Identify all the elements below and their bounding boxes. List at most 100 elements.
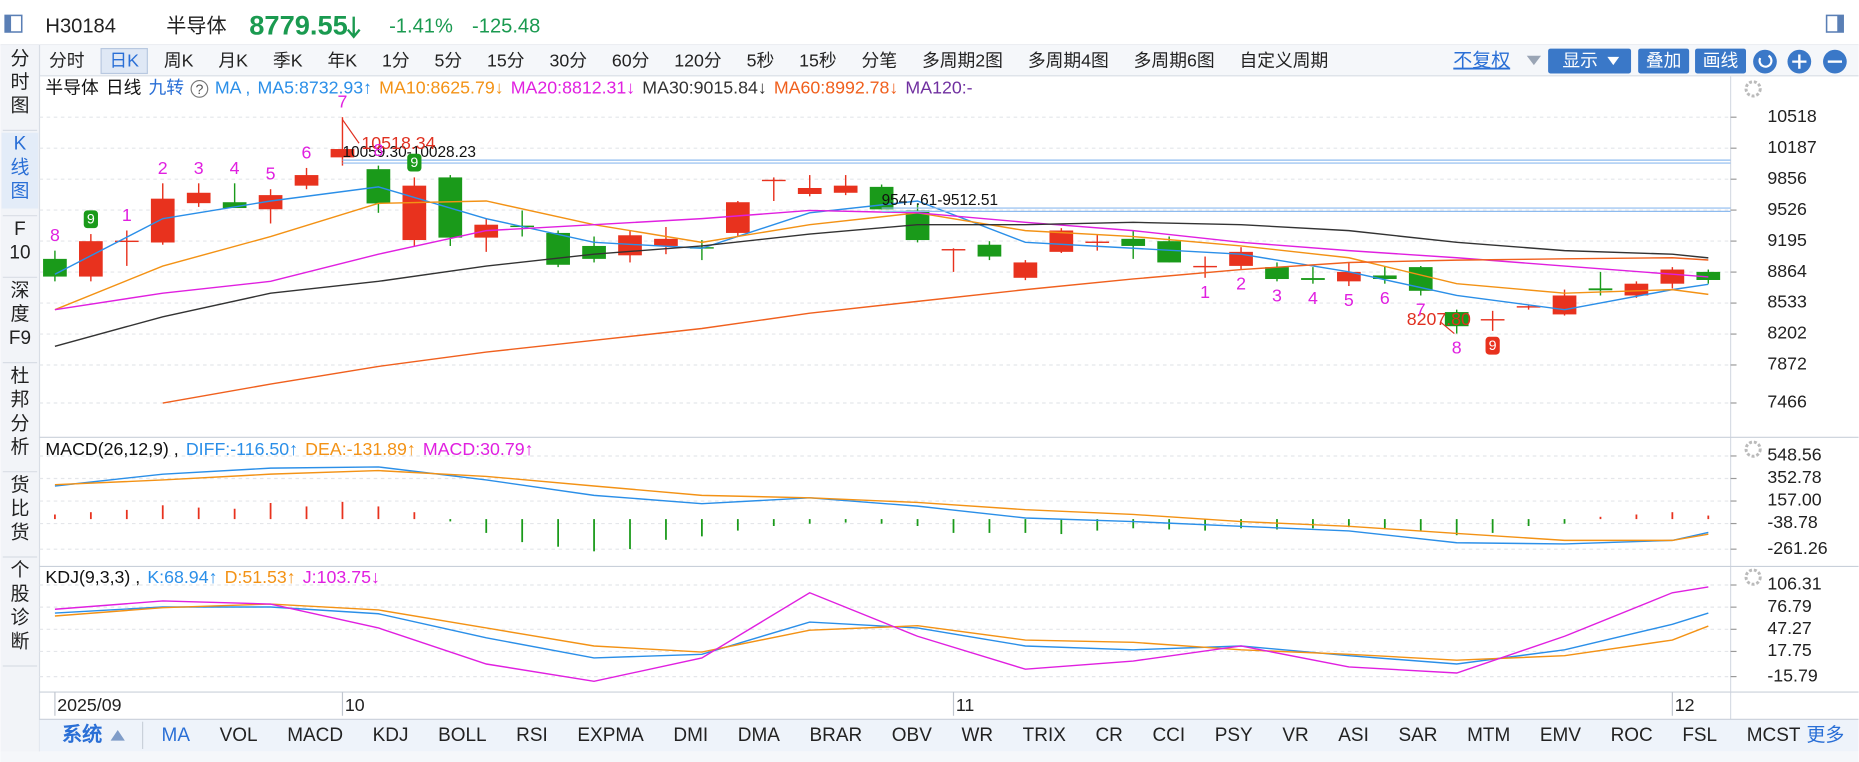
sidebar-item[interactable]: K: [14, 134, 27, 155]
indicator-tab[interactable]: EMV: [1540, 725, 1581, 746]
period-tab[interactable]: 多周期6图: [1134, 50, 1215, 70]
period-tab[interactable]: 周K: [164, 50, 194, 70]
stock-code: H30184: [45, 16, 116, 38]
candle-body: [1624, 283, 1649, 296]
period-tab[interactable]: 自定义周期: [1240, 50, 1329, 70]
legend-item: DIFF:-116.50↑: [186, 439, 298, 459]
indicator-tab[interactable]: CR: [1096, 725, 1123, 746]
nine-turn-label: 3: [1272, 285, 1282, 305]
indicator-tab[interactable]: EXPMA: [577, 725, 644, 746]
status-bar: [0, 751, 1859, 762]
candle-body: [1301, 278, 1325, 280]
settings-icon[interactable]: [1744, 440, 1762, 458]
indicator-tab[interactable]: ASI: [1338, 725, 1369, 746]
y-tick-label: 47.27: [1767, 618, 1811, 638]
period-tab[interactable]: 5秒: [747, 50, 775, 70]
nine-turn-label: 1: [1200, 282, 1210, 302]
more-tab[interactable]: 更多: [1806, 724, 1844, 746]
x-tick-label: 10: [345, 695, 365, 715]
candle-body: [150, 198, 175, 243]
period-tab[interactable]: 月K: [218, 50, 248, 70]
period-tab[interactable]: 分笔: [862, 50, 898, 70]
y-tick-label: 76.79: [1767, 596, 1812, 616]
period-tab[interactable]: 5分: [435, 50, 463, 70]
legend-item: 半导体: [45, 78, 99, 98]
sidebar-item: 深: [10, 280, 29, 302]
settings-icon[interactable]: [1744, 568, 1762, 586]
help-icon[interactable]: [190, 79, 209, 98]
legend-item: MA60:8992.78↓: [774, 78, 898, 98]
period-tab[interactable]: 120分: [674, 50, 722, 70]
down-arrow: [346, 16, 361, 39]
refresh-button[interactable]: [1753, 49, 1777, 74]
period-tab[interactable]: 日K: [109, 50, 139, 70]
candle-body: [114, 240, 139, 243]
period-tab[interactable]: 1分: [382, 50, 410, 70]
indicator-tab[interactable]: WR: [961, 725, 993, 746]
indicator-tab[interactable]: MCST: [1747, 725, 1801, 746]
period-tab[interactable]: 季K: [273, 50, 303, 70]
y-tick-label: 10187: [1767, 137, 1816, 157]
overlay-button[interactable]: [1638, 48, 1690, 74]
indicator-tab[interactable]: DMA: [738, 725, 780, 746]
indicator-tab[interactable]: CCI: [1153, 725, 1186, 746]
period-tab[interactable]: 60分: [612, 50, 650, 70]
indicator-tab[interactable]: BRAR: [810, 725, 863, 746]
indicator-tab[interactable]: OBV: [892, 725, 932, 746]
indicator-tab[interactable]: KDJ: [373, 725, 409, 746]
sidebar-item: 时: [10, 71, 29, 93]
sidebar-item: 析: [10, 436, 29, 458]
y-tick-label: -38.78: [1767, 512, 1817, 532]
period-tab[interactable]: 多周期2图: [922, 50, 1003, 70]
system-tab[interactable]: 系统: [62, 722, 102, 746]
nine-turn-badge: [83, 210, 98, 229]
indicator-tab[interactable]: MTM: [1467, 725, 1510, 746]
sidebar-item[interactable]: 线: [10, 156, 29, 178]
change: -125.48: [472, 16, 540, 38]
period-tab[interactable]: 多周期4图: [1028, 50, 1109, 70]
sidebar-item[interactable]: 图: [10, 181, 29, 202]
candle-body: [1193, 265, 1217, 268]
period-tab[interactable]: 15分: [487, 50, 525, 70]
y-tick-label: -15.79: [1767, 665, 1817, 685]
indicator-tab[interactable]: TRIX: [1023, 725, 1067, 746]
indicator-tab[interactable]: SAR: [1398, 725, 1437, 746]
nine-turn-label: 2: [158, 158, 168, 178]
dropdown-arrow: [1607, 56, 1620, 66]
candle-body: [1157, 241, 1182, 263]
window-icon[interactable]: [4, 14, 23, 33]
period-tab[interactable]: 年K: [327, 50, 357, 70]
indicator-tab[interactable]: BOLL: [438, 725, 486, 746]
indicator-tab[interactable]: RSI: [516, 725, 548, 746]
indicator-tab[interactable]: VR: [1282, 725, 1308, 746]
y-tick-label: -261.26: [1767, 538, 1827, 558]
candle-body: [79, 241, 103, 277]
candle-body: [186, 192, 211, 204]
period-tab[interactable]: 30分: [549, 50, 587, 70]
candle-body: [1696, 271, 1721, 280]
indicator-tab[interactable]: DMI: [673, 725, 708, 746]
settings-icon[interactable]: [1744, 80, 1762, 98]
indicator-tab[interactable]: MA: [162, 725, 191, 746]
legend-item: MA30:9015.84↓: [642, 78, 766, 98]
draw-button[interactable]: [1695, 48, 1747, 74]
nine-turn-label: 6: [1380, 288, 1390, 308]
legend-item: ?: [195, 82, 203, 98]
indicator-tab[interactable]: MACD: [287, 725, 343, 746]
period-tab[interactable]: 分时: [49, 50, 85, 70]
indicator-tab[interactable]: PSY: [1215, 725, 1253, 746]
period-tab[interactable]: 15秒: [799, 50, 837, 70]
stock-name: 半导体: [166, 15, 226, 38]
x-tick-label: 2025/09: [57, 695, 121, 715]
adjust-selector[interactable]: 不复权: [1453, 50, 1510, 72]
indicator-tab[interactable]: ROC: [1611, 725, 1653, 746]
indicator-tab[interactable]: FSL: [1682, 725, 1717, 746]
draw-label: 画线: [1703, 50, 1739, 70]
candle-body: [1049, 230, 1074, 252]
display-button[interactable]: [1548, 48, 1632, 74]
indicator-tab[interactable]: VOL: [220, 725, 258, 746]
indicator-line: [54, 209, 1709, 311]
legend-item: KDJ(9,3,3) ,: [45, 567, 140, 587]
